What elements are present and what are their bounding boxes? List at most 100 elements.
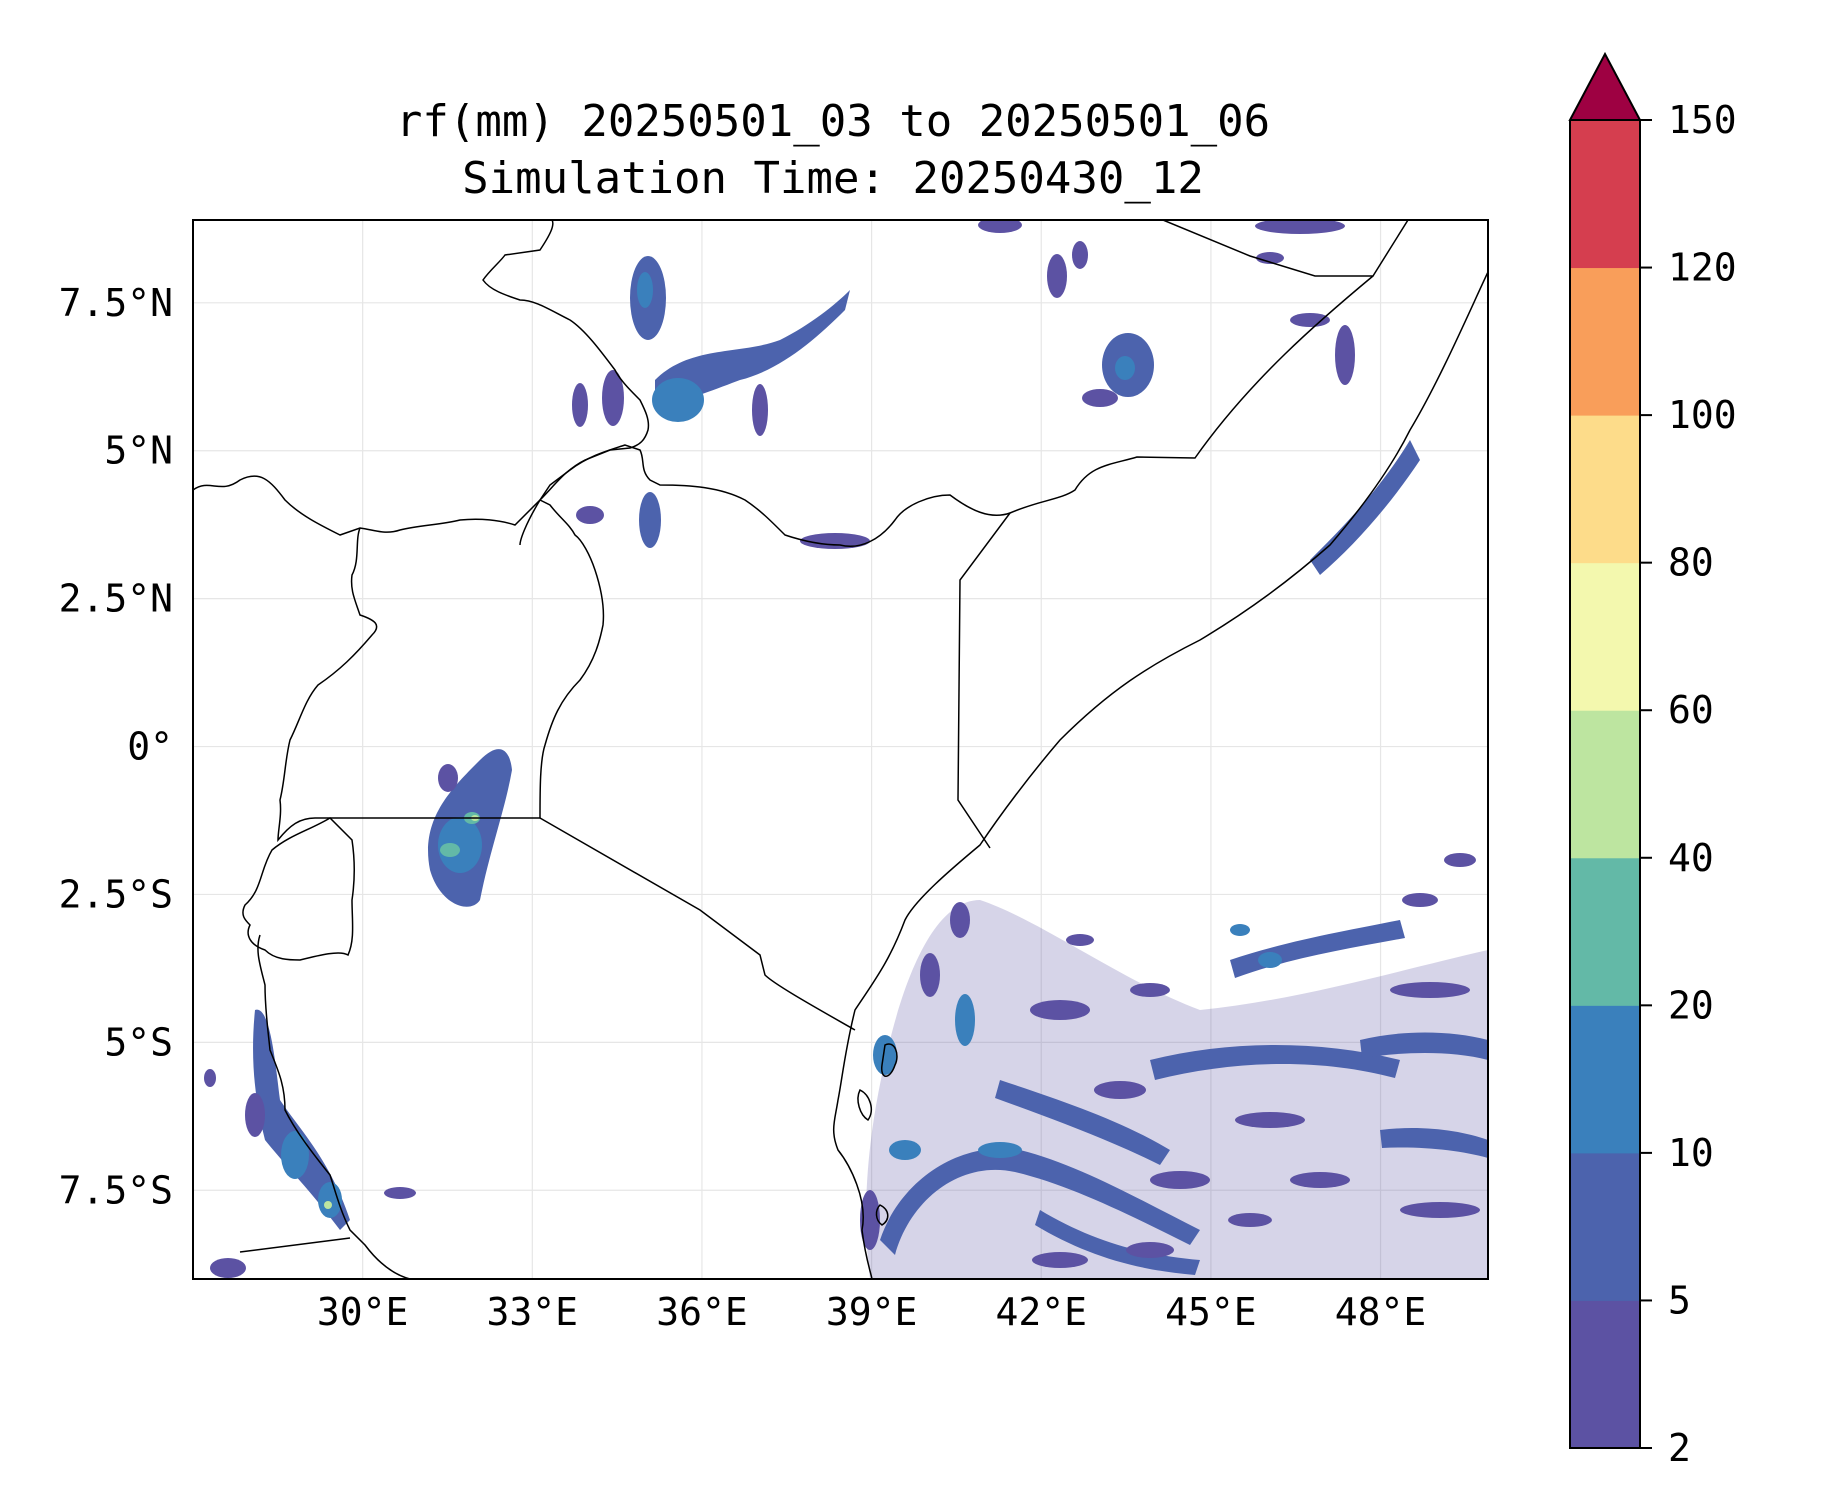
rainfall-field (204, 220, 1488, 1279)
rain-cell (1072, 241, 1088, 269)
lon-tick-label: 45°E (1165, 1290, 1257, 1334)
rain-cell (204, 1069, 216, 1087)
colorbar-segment (1570, 1300, 1640, 1449)
colorbar-segment (1570, 120, 1640, 269)
colorbar-segment (1570, 562, 1640, 711)
rain-cell (1030, 1000, 1090, 1020)
rain-cell (1290, 1172, 1350, 1188)
border-tanzania-kenya (539, 817, 856, 1031)
rain-cell (1444, 853, 1476, 867)
colorbar-tick-label: 150 (1668, 98, 1737, 142)
lat-tick-label: 0° (127, 725, 173, 769)
rain-band (880, 1148, 1200, 1255)
mafia-island (875, 1204, 889, 1226)
rain-band (655, 290, 850, 402)
colorbar-tick-label: 5 (1668, 1278, 1691, 1322)
rain-cell (210, 1258, 246, 1278)
rain-cell (800, 533, 870, 549)
lat-tick-label: 5°N (104, 429, 173, 473)
lat-tick-label: 7.5°N (59, 281, 173, 325)
lat-tick-label: 5°S (104, 1020, 173, 1064)
lat-tick-label: 2.5°S (59, 872, 173, 916)
rain-band (995, 1080, 1170, 1165)
rain-cell (920, 953, 940, 997)
rain-cell (1032, 1252, 1088, 1268)
colorbar-tick-label: 120 (1668, 246, 1737, 290)
colorbar-segment (1570, 857, 1640, 1006)
rain-cell (1258, 952, 1282, 968)
colorbar-frame (1569, 120, 1641, 1449)
rain-cell (1256, 252, 1284, 264)
rain-cell (950, 902, 970, 938)
rain-cell (639, 492, 661, 548)
rain-cell (1094, 1081, 1146, 1099)
zanzibar-island (881, 1043, 898, 1077)
rain-band (253, 1009, 350, 1230)
rain-cell (384, 1187, 416, 1199)
rain-cell (752, 384, 768, 436)
rain-cell (889, 1140, 921, 1160)
lon-tick-label: 33°E (487, 1290, 579, 1334)
lat-tick-label: 7.5°S (59, 1168, 173, 1212)
rain-cell (1228, 1213, 1272, 1227)
lon-tick-label: 42°E (995, 1290, 1087, 1334)
rain-cell (1126, 1242, 1174, 1258)
rain-band (1310, 440, 1420, 575)
colorbar-tick-label: 10 (1668, 1131, 1714, 1175)
rain-cell (1335, 325, 1355, 385)
colorbar-segment (1570, 267, 1640, 416)
rain-cell (1402, 893, 1438, 907)
map-title-line2: Simulation Time: 20250430_12 (462, 153, 1204, 204)
rain-cell (438, 817, 482, 873)
rain-cell (324, 1201, 332, 1209)
colorbar-tick-label: 40 (1668, 836, 1714, 880)
rain-cell (955, 994, 975, 1046)
rain-cell (245, 1093, 265, 1137)
longitude-axis: 30°E 33°E 36°E 39°E 42°E 45°E 48°E (317, 1290, 1426, 1334)
map-background (193, 220, 1488, 1279)
country-borders (193, 220, 1488, 1279)
map-frame (192, 219, 1489, 1280)
rain-cell (637, 272, 653, 308)
lon-tick-label: 36°E (656, 1290, 748, 1334)
rain-band (1360, 1032, 1488, 1060)
rain-band (1380, 1128, 1488, 1158)
colorbar-tick-label: 100 (1668, 393, 1737, 437)
colorbar-segment (1570, 710, 1640, 859)
rain-cell (572, 383, 588, 427)
rain-cell (1290, 313, 1330, 327)
rain-cell (860, 1190, 880, 1250)
rain-cell (1150, 1171, 1210, 1189)
colorbar-tick-label: 60 (1668, 688, 1714, 732)
colorbar-tick-label: 80 (1668, 541, 1714, 585)
rain-cell (602, 370, 624, 426)
colorbar-segment (1570, 1005, 1640, 1154)
border-south-sudan (193, 220, 650, 536)
rain-cell (1255, 220, 1345, 234)
colorbar-segment (1570, 1152, 1640, 1301)
colorbar-segment (1570, 415, 1640, 564)
pemba-island (857, 1088, 872, 1122)
rain-cell (978, 220, 1022, 233)
rain-cell (1115, 356, 1135, 380)
rain-cell (438, 764, 458, 792)
rain-cell (576, 506, 604, 524)
rain-cell (1390, 982, 1470, 998)
border-tanzania-congo (257, 934, 411, 1279)
border-somalia-ethiopia (1162, 220, 1409, 277)
rain-cell (1235, 1112, 1305, 1128)
rain-cell (1066, 934, 1094, 946)
border-zambia (239, 1237, 351, 1253)
rain-band (1150, 1045, 1400, 1080)
rain-cell (1130, 983, 1170, 997)
colorbar: 2 5 10 20 40 60 80 100 120 150 (1568, 51, 1737, 1470)
lon-tick-label: 30°E (317, 1290, 409, 1334)
border-rwanda-burundi (242, 817, 355, 961)
border-uganda (277, 499, 605, 843)
lon-tick-label: 48°E (1335, 1290, 1427, 1334)
border-somalia-kenya (957, 275, 1374, 849)
rain-band (1035, 1210, 1200, 1275)
rain-cell (1047, 254, 1067, 298)
rain-cell (281, 1131, 309, 1179)
